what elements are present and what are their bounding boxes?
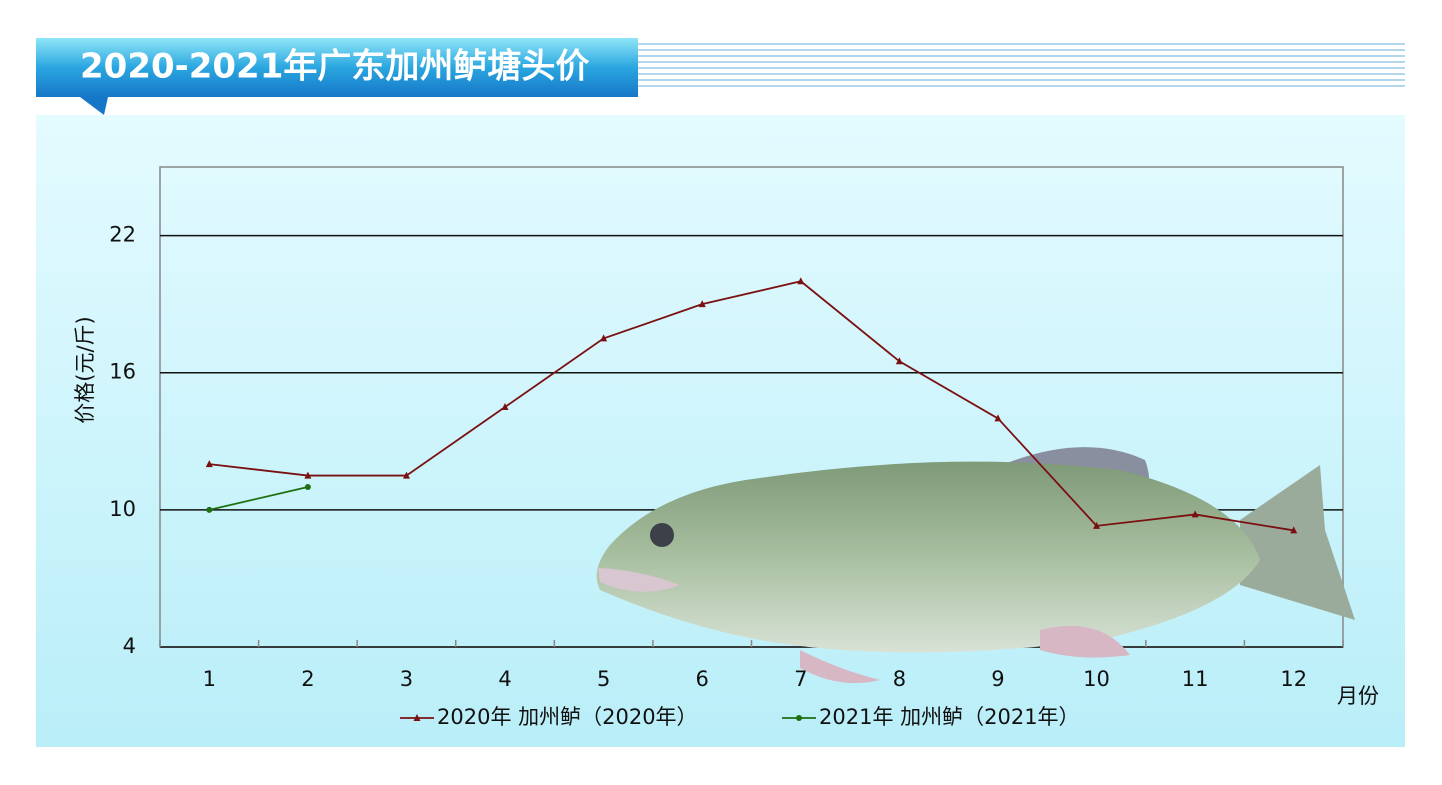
header-stripes	[638, 43, 1405, 87]
marker	[895, 357, 903, 365]
marker	[796, 715, 802, 721]
marker	[402, 471, 410, 479]
x-axis-label: 月份	[1337, 684, 1379, 708]
legend-label: 2020年 加州鲈（2020年）	[437, 705, 698, 729]
series-line	[209, 486, 309, 511]
y-tick-label: 4	[123, 634, 136, 658]
x-tick-label: 4	[498, 667, 511, 691]
legend-label: 2021年 加州鲈（2021年）	[819, 705, 1080, 729]
marker	[413, 714, 421, 721]
x-tick-label: 5	[597, 667, 610, 691]
x-tick-label: 6	[696, 667, 709, 691]
x-tick-label: 9	[991, 667, 1004, 691]
marker	[501, 403, 509, 410]
marker	[205, 460, 213, 468]
x-tick-label: 12	[1280, 667, 1307, 691]
marker	[1191, 510, 1199, 518]
y-tick-label: 22	[109, 223, 136, 247]
marker	[304, 471, 312, 479]
marker	[1093, 521, 1101, 529]
header-tail	[80, 97, 108, 115]
fish	[596, 447, 1355, 684]
y-tick-label: 10	[109, 497, 136, 521]
x-tick-label: 3	[400, 667, 413, 691]
x-tick-label: 10	[1083, 667, 1110, 691]
marker	[797, 277, 805, 285]
marker	[1290, 526, 1298, 534]
series-line	[209, 280, 1294, 532]
chart-title: 2020-2021年广东加州鲈塘头价	[80, 47, 589, 87]
marker	[698, 300, 706, 308]
x-tick-label: 11	[1182, 667, 1209, 691]
marker	[600, 334, 608, 342]
x-tick-label: 7	[794, 667, 807, 691]
x-tick-label: 2	[301, 667, 314, 691]
panel	[36, 115, 1405, 747]
x-tick-label: 8	[893, 667, 906, 691]
header-bar	[36, 38, 638, 97]
y-tick-label: 16	[109, 360, 136, 384]
y-axis-label: 价格(元/斤)	[73, 316, 97, 423]
marker	[304, 484, 311, 490]
lines	[205, 277, 1298, 534]
marker	[994, 414, 1002, 422]
x-tick-label: 1	[203, 667, 216, 691]
marker	[206, 506, 213, 513]
